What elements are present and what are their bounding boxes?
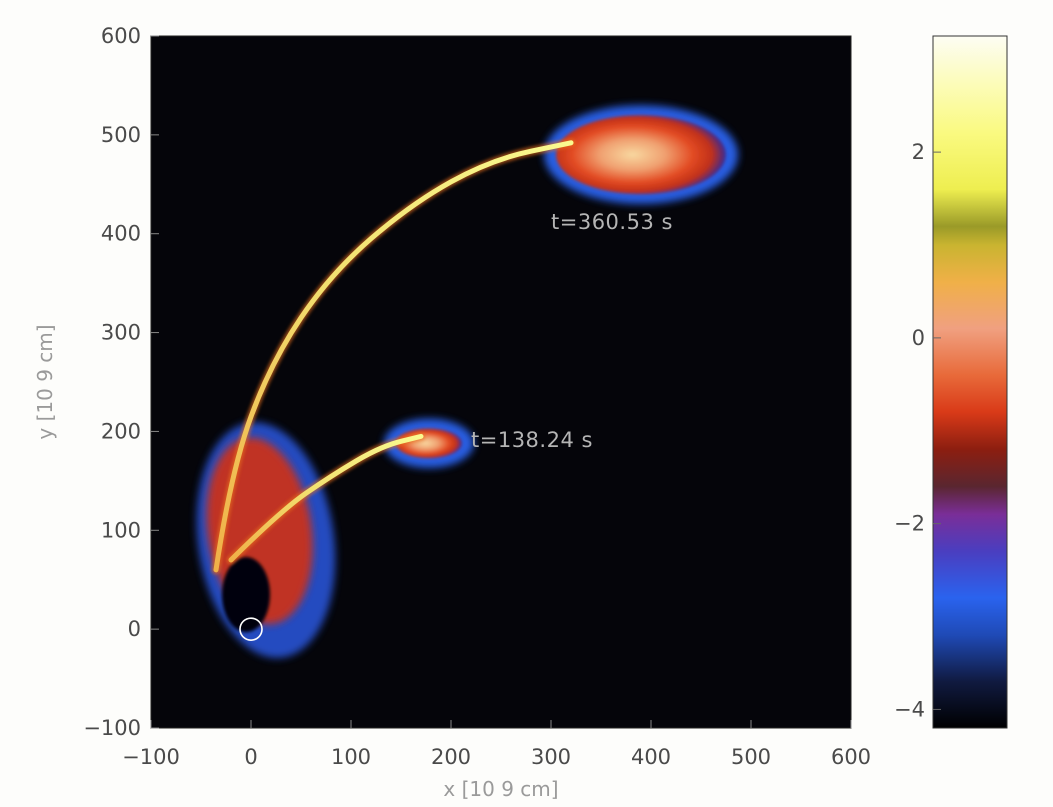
colorbar-tick-label: −2 [894, 512, 925, 536]
axis-titles: x [10 9 cm] y [10 9 cm] [33, 324, 559, 801]
y-tick-label: −100 [83, 716, 141, 740]
x-tick-label: −100 [122, 745, 180, 769]
y-tick-label: 200 [101, 419, 141, 443]
origin-marker [239, 617, 263, 641]
y-tick-label: 500 [101, 123, 141, 147]
x-tick-label: 200 [431, 745, 471, 769]
colorbar-gradient [932, 35, 1008, 729]
colorbar-tick-label: 2 [912, 140, 925, 164]
y-tick-label: 100 [101, 518, 141, 542]
x-tick-label: 100 [331, 745, 371, 769]
annotations: t=360.53 s t=138.24 s [471, 210, 673, 452]
stream-1 [228, 433, 424, 563]
plot-features [196, 105, 738, 659]
colorbar: −4 −2 0 2 [894, 35, 1008, 729]
time-annotation: t=360.53 s [551, 210, 673, 234]
x-tick-label: 0 [244, 745, 257, 769]
y-tick-label: 300 [101, 321, 141, 345]
x-tick-label: 300 [531, 745, 571, 769]
inner-cavity [222, 556, 270, 633]
plot-frame [150, 35, 852, 729]
y-tick-label: 0 [128, 617, 141, 641]
y-tick-label: 400 [101, 222, 141, 246]
time-annotation: t=138.24 s [471, 428, 593, 452]
x-axis-title: x [10 9 cm] [443, 777, 558, 801]
x-tick-label: 600 [831, 745, 871, 769]
y-axis-title: y [10 9 cm] [33, 324, 57, 439]
x-tick-label: 500 [731, 745, 771, 769]
colorbar-tick-label: 0 [912, 326, 925, 350]
y-tick-label: 600 [101, 24, 141, 48]
x-tick-label: 400 [631, 745, 671, 769]
colorbar-tick-label: −4 [894, 697, 925, 721]
blob-0 [556, 115, 726, 195]
axes: −100 0 100 200 300 400 500 600 −100 0 100 200 300 400… [83, 24, 871, 769]
stream-0 [213, 140, 574, 573]
